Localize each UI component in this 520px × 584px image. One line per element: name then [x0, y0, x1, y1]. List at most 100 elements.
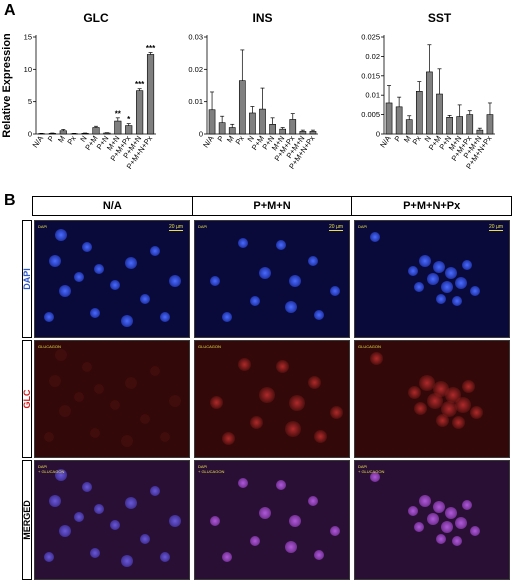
chart-1-bar	[269, 124, 276, 135]
scale-bar	[169, 230, 183, 231]
chart-2-ytick-label: 0.005	[361, 110, 380, 119]
nucleus	[160, 312, 170, 322]
nucleus	[94, 504, 104, 514]
nucleus	[169, 395, 181, 407]
nucleus	[82, 242, 92, 252]
nucleus	[74, 512, 84, 522]
nucleus	[259, 387, 275, 403]
nucleus	[238, 478, 248, 488]
micrograph-glc-1: GLUCAGON	[194, 340, 350, 458]
row-label-glc-text: GLC	[22, 389, 32, 409]
image-overlay-label: DAPI	[358, 224, 368, 229]
chart-0-ytick-label: 0	[28, 130, 32, 139]
nucleus	[169, 515, 181, 527]
chart-0-title: GLC	[83, 11, 109, 25]
nucleus	[49, 495, 61, 507]
nucleus	[408, 506, 418, 516]
nucleus	[276, 480, 286, 490]
image-overlay-label: DAPI + GLUCAGON	[358, 464, 385, 474]
panel-a-letter: A	[4, 2, 16, 19]
chart-1-bar	[208, 109, 216, 135]
nucleus	[308, 496, 318, 506]
chart-2-title: SST	[428, 11, 452, 25]
nucleus	[59, 405, 71, 417]
nucleus	[59, 285, 71, 297]
micrograph-merged-2: DAPI + GLUCAGON	[354, 460, 510, 580]
chart-1-bar	[218, 122, 226, 135]
chart-0-significance: **	[115, 109, 122, 118]
nucleus	[160, 552, 170, 562]
chart-0-ytick-label: 5	[28, 97, 32, 106]
nucleus	[44, 432, 54, 442]
chart-1-category-label: Px	[234, 134, 247, 147]
nucleus	[308, 256, 318, 266]
image-overlay-label: DAPI	[38, 224, 48, 229]
nucleus	[259, 507, 271, 519]
nucleus	[370, 232, 380, 242]
nucleus	[210, 516, 220, 526]
nucleus	[222, 432, 235, 445]
chart-1-bar	[299, 131, 307, 135]
nucleus	[259, 267, 271, 279]
nucleus	[308, 376, 321, 389]
chart-0-ylabel: Relative Expression	[1, 33, 13, 138]
nucleus	[121, 435, 133, 447]
nucleus	[169, 275, 181, 287]
nucleus	[285, 421, 301, 437]
chart-1-bar	[228, 127, 236, 135]
nucleus	[110, 280, 120, 290]
image-overlay-label: DAPI + GLUCAGON	[38, 464, 65, 474]
row-label-glc: GLC	[22, 340, 32, 458]
chart-0-ytick-label: 15	[24, 33, 32, 42]
nucleus	[150, 486, 160, 496]
nucleus	[82, 362, 92, 372]
nucleus	[125, 257, 137, 269]
chart-2-bar	[415, 91, 423, 135]
nucleus	[370, 352, 383, 365]
column-header-pmnpx: P+M+N+Px	[403, 200, 461, 212]
micrograph-merged-1: DAPI + GLUCAGON	[194, 460, 350, 580]
image-overlay-label: DAPI	[198, 224, 208, 229]
chart-0-significance: ***	[146, 44, 156, 53]
chart-1-ytick-label: 0.02	[188, 65, 203, 74]
chart-2-category-label: P	[393, 134, 403, 143]
nucleus	[55, 229, 67, 241]
panel-b-letter: B	[4, 192, 16, 209]
nucleus	[94, 264, 104, 274]
chart-2-ytick-label: 0.01	[365, 91, 380, 100]
micrograph-merged-0: DAPI + GLUCAGON	[34, 460, 190, 580]
nucleus	[59, 525, 71, 537]
nucleus	[441, 281, 453, 293]
nucleus	[330, 406, 343, 419]
chart-2-category-label: N/A	[378, 134, 393, 149]
nucleus	[436, 294, 446, 304]
scale-bar-label: 20 µm	[329, 224, 343, 230]
nucleus	[150, 366, 160, 376]
chart-1-category-label: N/A	[201, 134, 216, 149]
nucleus	[419, 495, 431, 507]
nucleus	[414, 402, 427, 415]
nucleus	[455, 517, 467, 529]
nucleus	[140, 414, 150, 424]
nucleus	[238, 238, 248, 248]
chart-0-category-label: N	[78, 134, 88, 144]
chart-0-category-label: M	[56, 134, 67, 144]
nucleus	[74, 272, 84, 282]
nucleus	[408, 266, 418, 276]
nucleus	[314, 310, 324, 320]
micrograph-glc-2: GLUCAGON	[354, 340, 510, 458]
chart-0-bar	[92, 127, 100, 135]
nucleus	[289, 515, 301, 527]
nucleus	[441, 401, 457, 417]
nucleus	[470, 406, 483, 419]
nucleus	[455, 397, 471, 413]
nucleus	[289, 395, 305, 411]
row-label-dapi-text: DAPI	[22, 268, 32, 290]
chart-1-ytick-label: 0.03	[188, 33, 203, 42]
nucleus	[238, 358, 251, 371]
chart-2-bar	[426, 71, 433, 135]
nucleus	[90, 548, 100, 558]
chart-1-bar	[309, 131, 317, 135]
nucleus	[276, 360, 289, 373]
